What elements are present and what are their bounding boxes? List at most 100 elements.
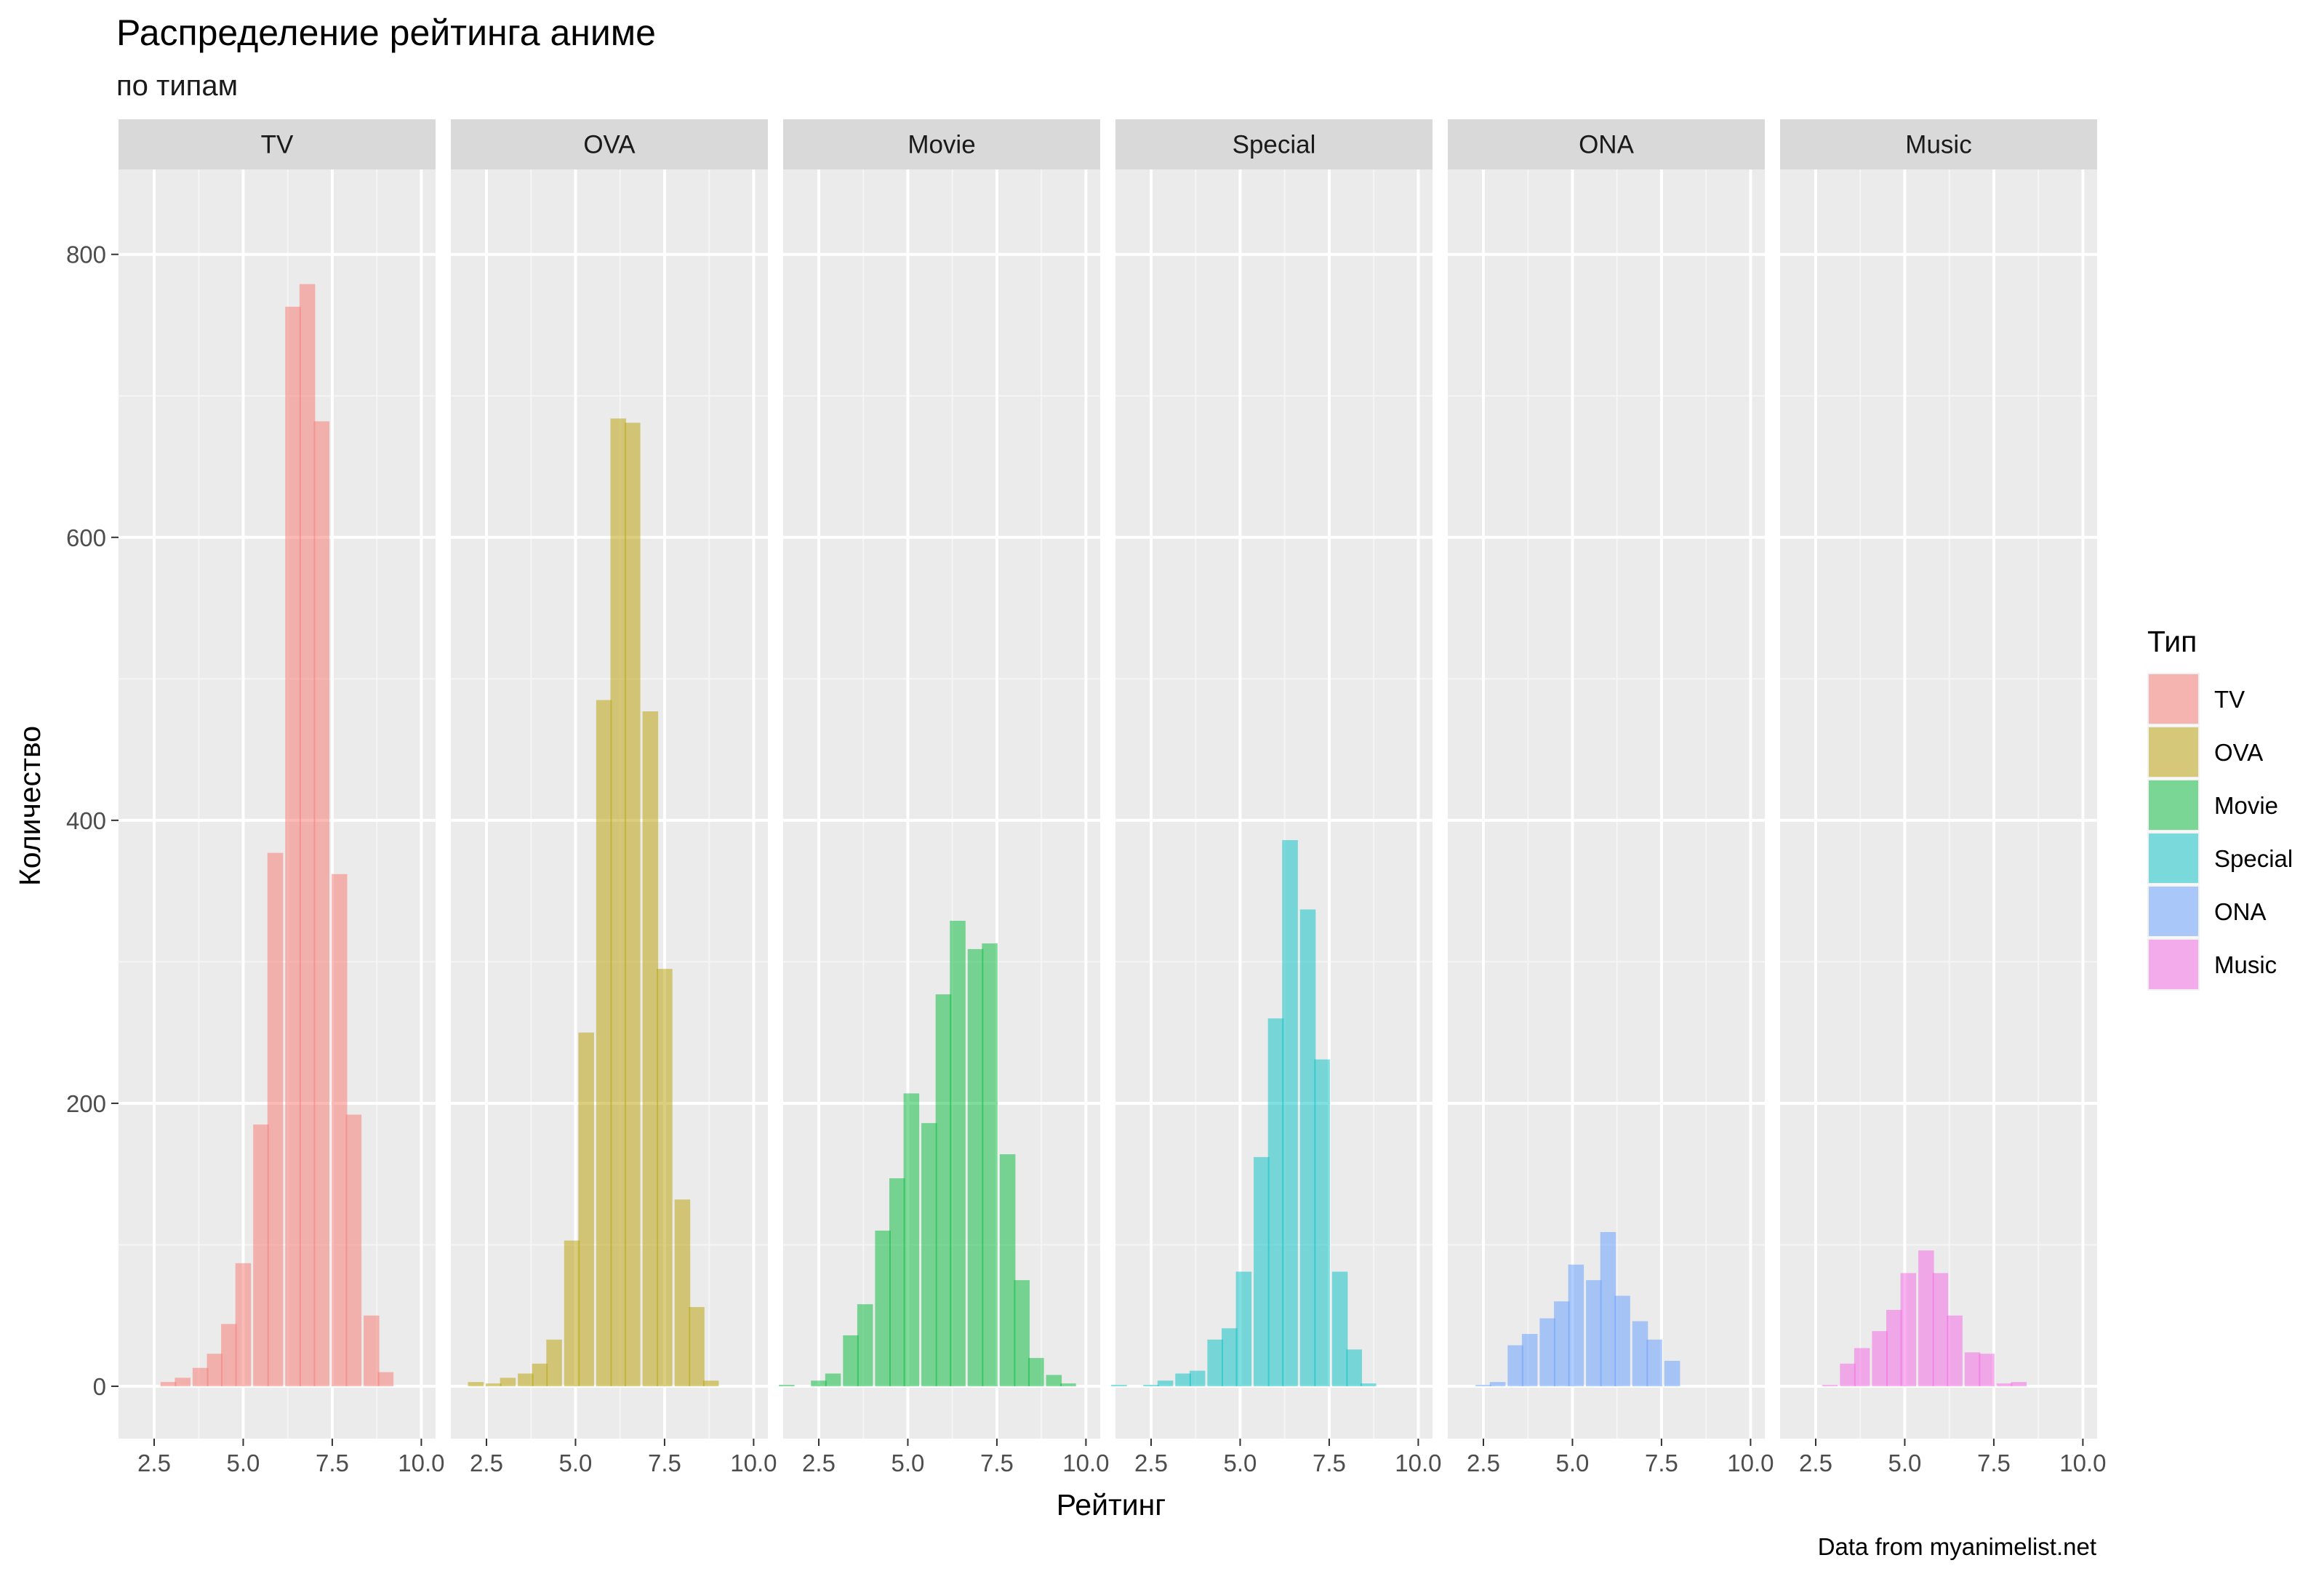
histogram-bar: [331, 874, 348, 1387]
facet-strip-label: TV: [261, 131, 294, 159]
histogram-bar: [1918, 1250, 1934, 1387]
facet-panel-special: Special 2.5 5.0 7.5 10.0: [1111, 119, 1442, 1476]
facet-strip-label: Movie: [907, 131, 975, 159]
histogram-bar: [1632, 1321, 1648, 1387]
x-tick-label: 5.0: [1556, 1450, 1590, 1476]
histogram-bar: [299, 284, 316, 1387]
y-tick-label: 200: [66, 1090, 106, 1117]
histogram-bar: [1507, 1345, 1523, 1387]
legend-label: ONA: [2214, 898, 2267, 925]
histogram-bar: [674, 1199, 691, 1387]
histogram-bar: [267, 852, 284, 1387]
histogram-bar: [221, 1324, 237, 1387]
histogram-bar: [1254, 1156, 1270, 1387]
histogram-bar: [625, 423, 641, 1387]
y-tick-label: 400: [66, 807, 106, 834]
histogram-bar: [843, 1335, 859, 1387]
histogram-bar: [364, 1315, 380, 1387]
histogram-bar: [1854, 1348, 1870, 1387]
histogram-bar: [285, 306, 301, 1387]
x-tick-label: 7.5: [1977, 1450, 2011, 1476]
histogram-bar: [1886, 1309, 1902, 1387]
histogram-bar: [1521, 1334, 1538, 1387]
x-tick-label: 2.5: [1134, 1450, 1168, 1476]
y-tick-label: 600: [66, 524, 106, 551]
facet-strip-label: Music: [1905, 131, 1971, 159]
histogram-bar: [2011, 1382, 2027, 1387]
histogram-bar: [889, 1178, 905, 1387]
histogram-bar: [857, 1304, 873, 1387]
x-tick-label: 7.5: [316, 1450, 349, 1476]
histogram-bar: [1996, 1383, 2013, 1387]
legend-item-special: Special: [2147, 832, 2293, 884]
legend-label: OVA: [2214, 739, 2263, 766]
histogram-bar: [1189, 1370, 1206, 1387]
histogram-bar: [1221, 1328, 1238, 1387]
histogram-bar: [1346, 1349, 1363, 1387]
histogram-bar: [486, 1383, 502, 1387]
histogram-bar: [468, 1382, 484, 1387]
histogram-bar: [1235, 1271, 1252, 1387]
x-tick-label: 2.5: [802, 1450, 836, 1476]
facet-strip-ona: [1448, 119, 1765, 169]
histogram-bar: [642, 711, 659, 1387]
x-tick-label: 7.5: [1313, 1450, 1346, 1476]
histogram-bar: [1539, 1318, 1555, 1387]
histogram-bar: [500, 1378, 516, 1387]
histogram-bar: [1614, 1295, 1630, 1387]
histogram-bar: [235, 1263, 252, 1387]
x-tick-label: 5.0: [559, 1450, 593, 1476]
histogram-bar: [377, 1372, 394, 1387]
histogram-bar: [1046, 1375, 1062, 1387]
histogram-bar: [999, 1154, 1016, 1387]
x-tick-label: 2.5: [470, 1450, 503, 1476]
histogram-bar: [903, 1093, 920, 1387]
x-tick-label: 2.5: [1799, 1450, 1832, 1476]
legend-item-movie: Movie: [2147, 779, 2278, 831]
y-axis-title: Количество: [13, 726, 47, 886]
histogram-bar: [1028, 1358, 1044, 1387]
legend-key-swatch: [2149, 834, 2198, 883]
x-tick-label: 5.0: [227, 1450, 260, 1476]
legend-label: TV: [2214, 686, 2245, 713]
facet-strip-special: [1115, 119, 1433, 169]
histogram-bar: [175, 1378, 191, 1387]
histogram-bar: [596, 700, 612, 1387]
x-tick-label: 10.0: [1395, 1450, 1441, 1476]
histogram-bar: [1014, 1280, 1030, 1387]
histogram-bar: [1299, 909, 1316, 1387]
y-tick-label: 0: [93, 1373, 106, 1400]
x-tick-label: 10.0: [730, 1450, 777, 1476]
histogram-bar: [1111, 1385, 1127, 1387]
legend-item-ova: OVA: [2147, 726, 2263, 778]
histogram-bar: [192, 1367, 209, 1387]
legend-item-music: Music: [2147, 938, 2277, 991]
histogram-bar: [313, 421, 330, 1387]
histogram-bar: [1207, 1339, 1223, 1387]
histogram-bar: [1489, 1382, 1506, 1387]
facet-strip-ova: [451, 119, 768, 169]
histogram-bar: [1947, 1315, 1963, 1387]
panel-background: [1448, 169, 1765, 1439]
legend-label: Movie: [2214, 792, 2278, 819]
chart-title: Распределение рейтинга аниме: [116, 12, 656, 53]
histogram-bar: [921, 1123, 937, 1387]
histogram-bar: [1900, 1273, 1917, 1387]
facet-panel-ova: OVA 2.5 5.0 7.5 10.0: [451, 119, 777, 1476]
facet-panel-tv: TV 2.5 5.0 7.5 10.0: [119, 119, 445, 1476]
legend-key-swatch: [2149, 887, 2198, 936]
facet-strip-tv: [119, 119, 436, 169]
histogram-bar: [967, 948, 984, 1387]
histogram-bar: [1060, 1383, 1076, 1387]
y-tick-label: 800: [66, 241, 106, 268]
x-axis-title: Рейтинг: [1057, 1488, 1166, 1522]
y-axis: 0 200 400 600 800: [66, 241, 119, 1400]
histogram-bar: [1282, 840, 1298, 1387]
panel-background: [1780, 169, 2097, 1439]
histogram-bar: [1175, 1373, 1191, 1387]
facet-panels: TV 2.5 5.0 7.5 10.0 OVA 2.5 5.0 7.5 10.0 Movie 2.5 5…: [119, 119, 2107, 1476]
histogram-bar: [825, 1373, 841, 1387]
chart-caption: Data from myanimelist.net: [1818, 1533, 2096, 1560]
facet-strip-label: ONA: [1579, 131, 1635, 159]
